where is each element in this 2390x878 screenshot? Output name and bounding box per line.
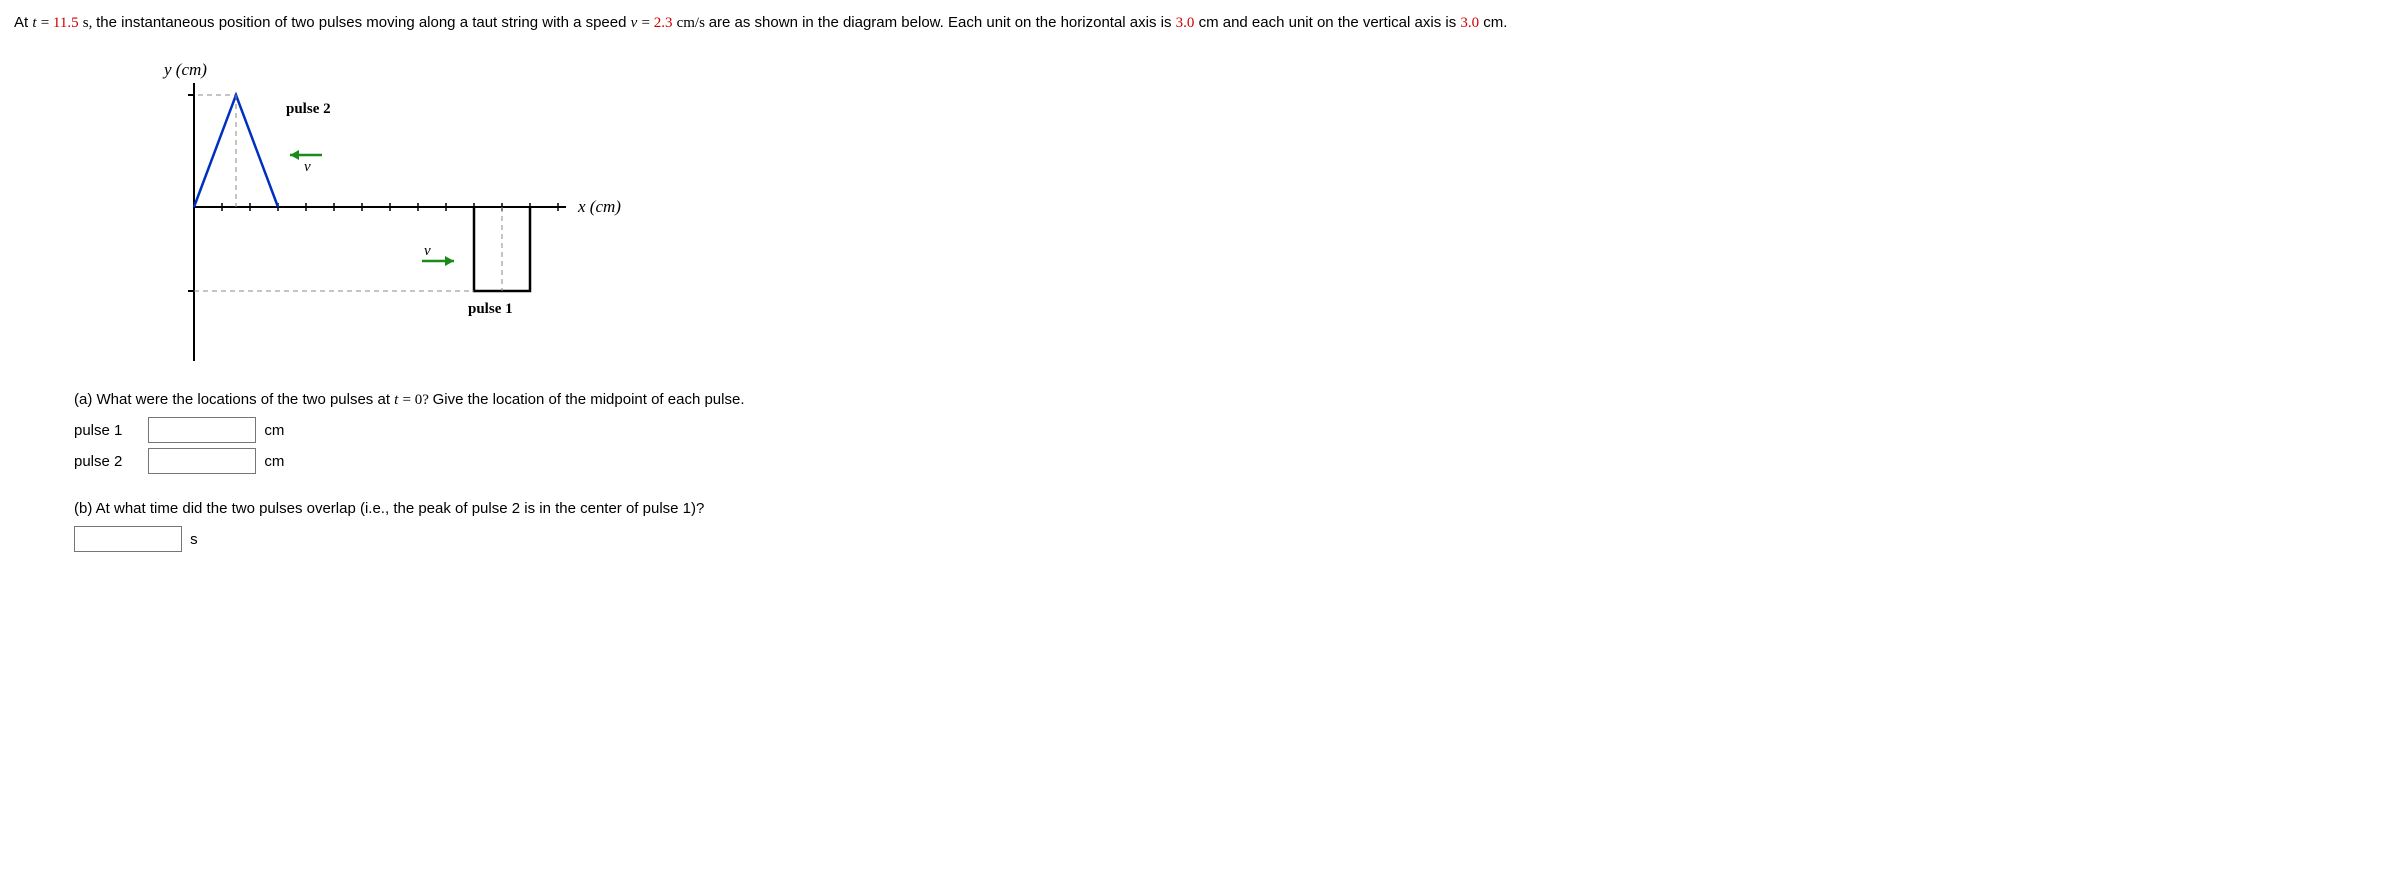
var-v: v [631,15,638,31]
value-t: 11.5 [53,15,79,31]
input-time[interactable] [74,526,182,552]
svg-text:v: v [304,159,311,175]
text: cm and each unit on the vertical axis is [1199,14,1461,31]
value-vx: 3.0 [1460,15,1479,31]
diagram: y (cm) x (cm) pulse 2 v pulse 1 v [154,47,2376,367]
text: Give the location of the midpoint of eac… [433,391,745,408]
label-pulse1: pulse 1 [74,418,144,444]
label-pulse2: pulse 2 [74,449,144,475]
part-a-prompt: (a) What were the locations of the two p… [74,387,1274,414]
answer-row-pulse1: pulse 1 cm [74,417,1274,444]
part-b-prompt: (b) At what time did the two pulses over… [74,496,1274,522]
unit-time: s [190,531,198,548]
problem-statement: At t = 11.5 s, the instantaneous positio… [14,10,2376,37]
unit-pulse1: cm [264,422,284,439]
value-v: 2.3 [654,15,673,31]
var-t: t [32,15,36,31]
part-b: (b) At what time did the two pulses over… [74,496,1274,552]
svg-text:pulse 2: pulse 2 [286,101,331,117]
text: are as shown in the diagram below. Each … [709,14,1176,31]
answer-row-time: s [74,526,1274,553]
text: the instantaneous position of two pulses… [96,14,631,31]
text: = [641,15,653,31]
unit-t: s, [83,15,96,31]
text: = 0? [403,392,433,408]
unit-v: cm/s [677,15,709,31]
unit-pulse2: cm [264,453,284,470]
text: cm. [1483,14,1507,31]
svg-text:pulse 1: pulse 1 [468,301,513,317]
input-pulse1[interactable] [148,417,256,443]
var-t: t [394,392,398,408]
answer-row-pulse2: pulse 2 cm [74,448,1274,475]
svg-text:x (cm): x (cm) [577,197,621,216]
text: At [14,14,32,31]
value-hx: 3.0 [1176,15,1195,31]
part-a: (a) What were the locations of the two p… [74,387,1274,475]
svg-text:v: v [424,243,431,259]
diagram-svg: y (cm) x (cm) pulse 2 v pulse 1 v [154,47,694,367]
text: (a) What were the locations of the two p… [74,391,394,408]
input-pulse2[interactable] [148,448,256,474]
svg-text:y (cm): y (cm) [162,60,207,79]
text: = [41,15,53,31]
